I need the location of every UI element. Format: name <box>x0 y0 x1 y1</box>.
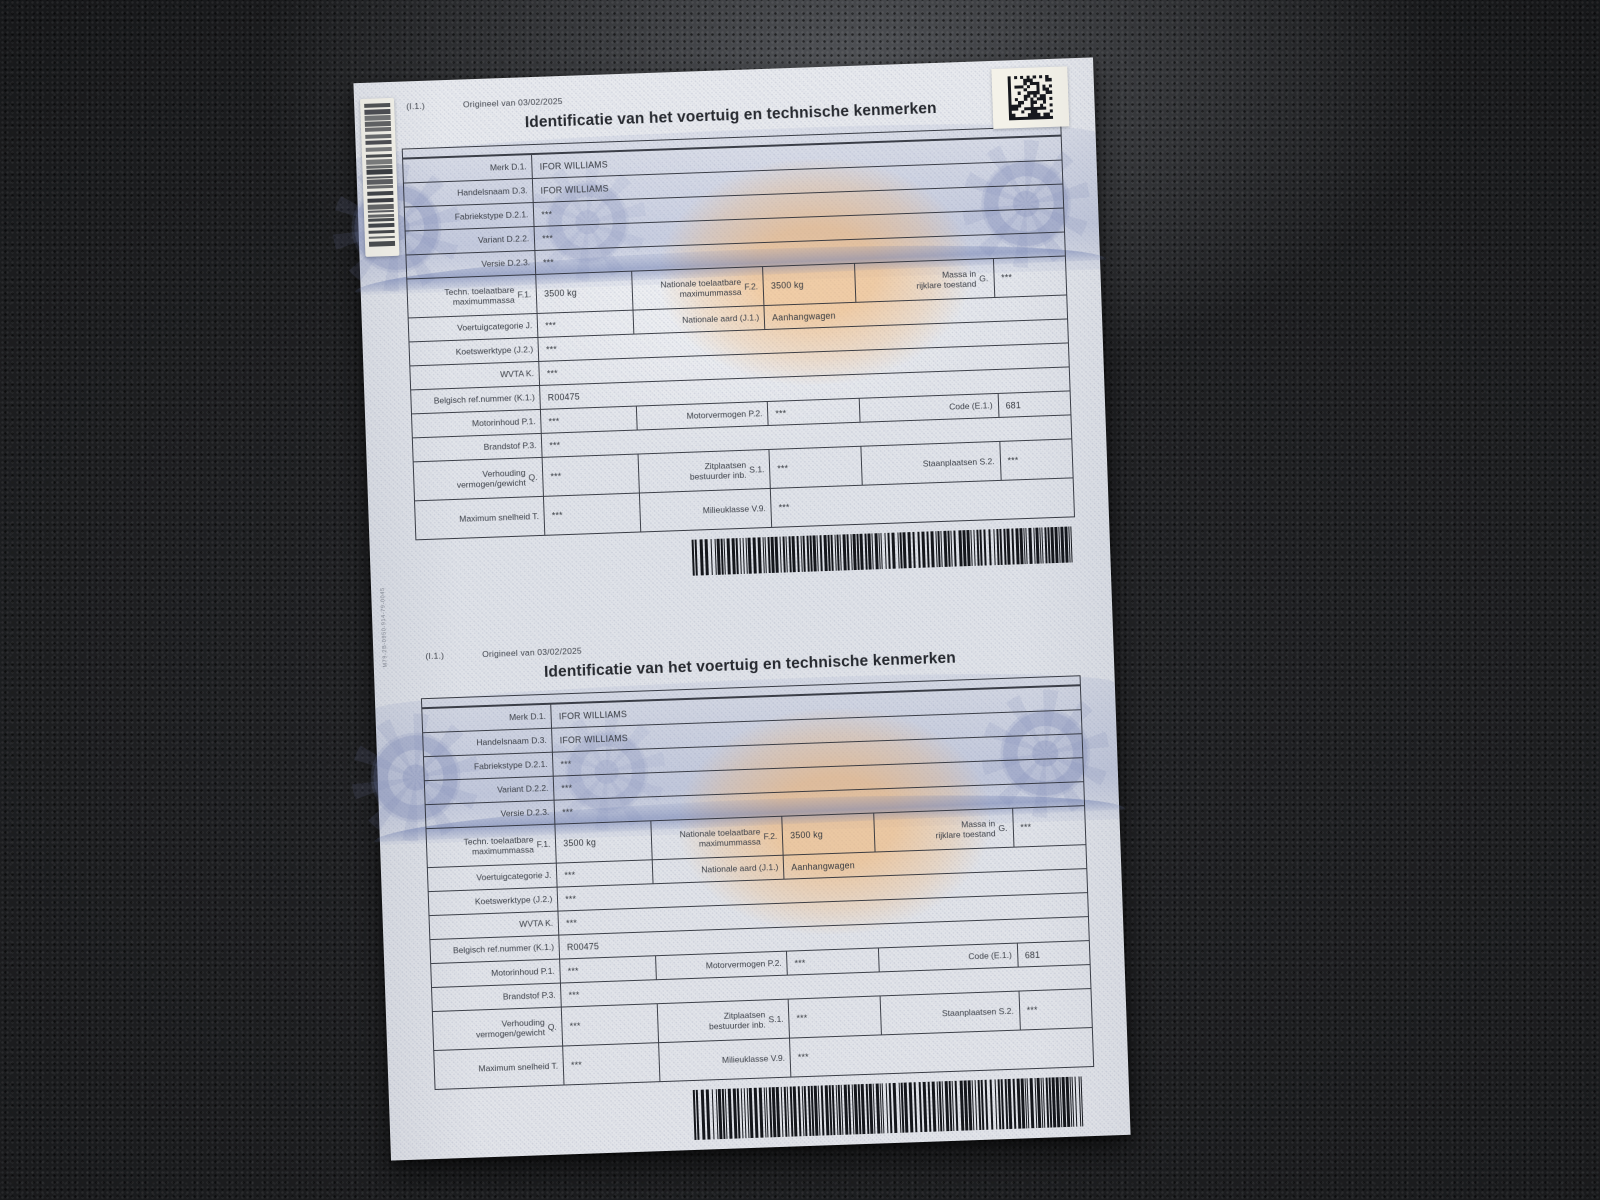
field-label: Code (E.1.) <box>878 943 1018 972</box>
field-value: *** <box>998 439 1073 480</box>
field-label: Nationale toelaatbare maximummassa F.2. <box>650 816 783 860</box>
field-label: Massa in rijklare toestand G. <box>854 259 994 302</box>
origin-note: Origineel van 03/02/2025 <box>462 95 563 110</box>
field-label: Koetswerktype (J.2.) <box>474 894 553 907</box>
field-label: Voertuigcategorie J. <box>476 870 552 883</box>
origin-note: Origineel van 03/02/2025 <box>481 645 583 660</box>
field-label: Zitplaatsen bestuurder inb. S.1. <box>637 449 771 493</box>
field-label: Brandstof P.3. <box>483 440 537 453</box>
field-label: Verhouding vermogen/gewicht Q. <box>475 1016 557 1040</box>
field-value: *** <box>556 860 653 887</box>
field-value: 3500 kg <box>535 271 633 313</box>
field-label: Milieuklasse V.9. <box>638 488 772 532</box>
field-value: *** <box>541 454 639 496</box>
vehicle-data-table: Merk D.1. IFOR WILLIAMS Handelsnaam D.3. IF… <box>420 675 1095 1091</box>
field-value: 681 <box>1016 941 1090 967</box>
field-value: *** <box>559 956 656 983</box>
field-value: 3500 kg <box>781 813 875 855</box>
field-label: Staanplaatsen S.2. <box>880 991 1020 1035</box>
field-label: Code (E.1.) <box>859 393 999 422</box>
field-label: Nationale toelaatbare maximummassa F.2. <box>630 267 764 310</box>
field-label: Techn. toelaatbare maximummassa F.1. <box>463 834 551 857</box>
field-label: Motorvermogen P.2. <box>635 401 768 430</box>
field-value: *** <box>767 398 860 425</box>
field-label: Merk D.1. <box>489 161 527 173</box>
field-label: Verhouding vermogen/gewicht Q. <box>456 467 538 490</box>
field-value: *** <box>543 493 640 535</box>
vertical-barcode <box>360 98 399 257</box>
field-label: Zitplaatsen bestuurder inb. S.1. <box>656 999 790 1043</box>
field-label: Brandstof P.3. <box>502 990 556 1002</box>
field-label: Versie D.2.3. <box>481 257 531 270</box>
field-value: *** <box>786 948 880 975</box>
field-value: 3500 kg <box>554 821 652 863</box>
field-value: *** <box>787 996 882 1038</box>
field-label: Nationale aard (J.1.) <box>632 306 765 334</box>
field-label: Motorinhoud P.1. <box>491 966 555 979</box>
field-value: *** <box>536 310 634 337</box>
field-label: Versie D.2.3. <box>500 807 550 819</box>
field-value: *** <box>768 446 863 488</box>
field-value: *** <box>1018 989 1092 1030</box>
field-label: WVTA K. <box>499 368 535 380</box>
field-label: Massa in rijklare toestand G. <box>873 808 1014 852</box>
field-label: Handelsnaam D.3. <box>457 185 528 199</box>
field-label: Milieuklasse V.9. <box>657 1038 791 1082</box>
field-label: Nationale aard (J.1.) <box>651 855 784 884</box>
field-value: *** <box>562 1043 660 1085</box>
field-label: Voertuigcategorie J. <box>457 320 533 334</box>
field-label: WVTA K. <box>519 918 554 930</box>
field-label: Belgisch ref.nummer (K.1.) <box>433 392 535 407</box>
field-label: Fabriekstype D.2.1. <box>454 209 529 223</box>
form-code: (I.1.) <box>406 100 426 112</box>
field-value: *** <box>1011 806 1086 847</box>
field-label: Merk D.1. <box>508 711 547 723</box>
field-value: *** <box>540 406 637 433</box>
left-barcode-sticker <box>359 97 400 257</box>
field-label: Variant D.2.2. <box>477 233 530 246</box>
field-label: Motorinhoud P.1. <box>471 416 536 429</box>
field-label: Techn. toelaatbare maximummassa F.1. <box>444 284 532 307</box>
registration-document-sheet: (I.1.) Origineel van 03/02/2025 Identifi… <box>330 57 1131 1161</box>
field-value: *** <box>561 1004 658 1046</box>
field-label: Motorvermogen P.2. <box>654 951 788 980</box>
form-code: (I.1.) <box>425 650 445 662</box>
barcode-1d <box>691 526 1075 576</box>
datamatrix-sticker <box>991 66 1070 129</box>
field-label: Variant D.2.2. <box>496 783 549 796</box>
document-copy-2: (I.1.) Origineel van 03/02/2025 Identifi… <box>349 607 1131 1151</box>
barcode-1d <box>692 1076 1091 1140</box>
field-label: Staanplaatsen S.2. <box>860 441 1001 485</box>
field-label: Koetswerktype (J.2.) <box>455 344 534 358</box>
field-label: Belgisch ref.nummer (K.1.) <box>452 942 555 956</box>
field-value: *** <box>992 256 1067 298</box>
field-label: Maximum snelheid T. <box>478 1060 559 1074</box>
field-label: Fabriekstype D.2.1. <box>473 759 548 772</box>
document-copy-1: (I.1.) Origineel van 03/02/2025 Identifi… <box>330 57 1110 587</box>
field-label: Handelsnaam D.3. <box>476 735 547 748</box>
field-label: Maximum snelheid T. <box>459 510 540 524</box>
datamatrix-code <box>1007 74 1054 121</box>
field-value: 681 <box>997 391 1071 417</box>
field-value: 3500 kg <box>762 263 856 306</box>
vehicle-data-table: Merk D.1. IFOR WILLIAMS Handelsnaam D.3. IF… <box>401 125 1076 541</box>
